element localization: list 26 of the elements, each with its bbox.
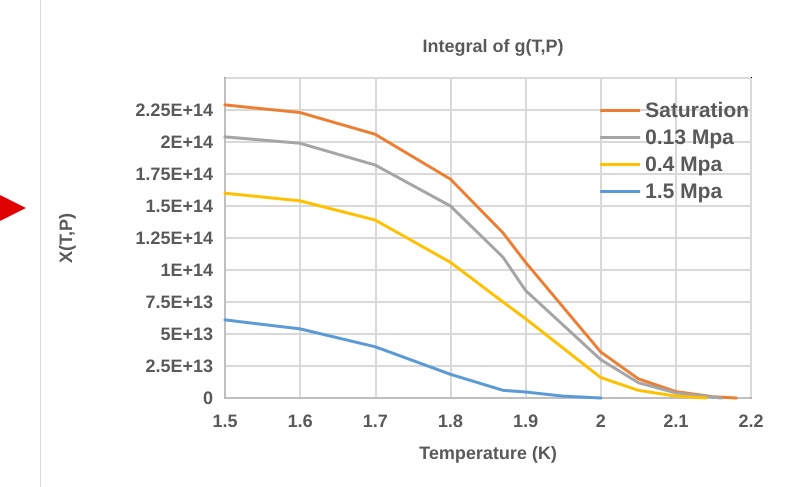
chart-title: Integral of g(T,P) xyxy=(422,36,564,56)
y-tick-label: 1E+14 xyxy=(160,260,213,280)
x-tick-label: 1.5 xyxy=(212,411,238,431)
y-tick-label: 1.75E+14 xyxy=(135,164,213,184)
x-tick-label: 2.1 xyxy=(663,411,688,431)
legend-label: 1.5 Mpa xyxy=(645,180,723,203)
y-tick-label: 1.5E+14 xyxy=(145,196,213,216)
legend-label: Saturation xyxy=(645,99,749,122)
line-series xyxy=(224,318,602,400)
y-tick-label: 2E+14 xyxy=(160,132,213,152)
y-axis-title: X(T,P) xyxy=(56,212,76,264)
legend-label: 0.13 Mpa xyxy=(645,126,734,149)
y-tick-label: 0 xyxy=(202,388,213,408)
y-tick-label: 1.25E+14 xyxy=(135,228,213,248)
y-tick-label: 5E+13 xyxy=(160,324,213,344)
y-tick-label: 7.5E+13 xyxy=(145,292,213,312)
x-tick-label: 1.9 xyxy=(513,411,538,431)
x-tick-label: 1.7 xyxy=(362,411,388,431)
x-tick-label: 2.2 xyxy=(738,411,764,431)
x-tick-label: 2 xyxy=(596,411,606,431)
x-tick-label: 1.8 xyxy=(438,411,463,431)
legend-label: 0.4 Mpa xyxy=(645,153,723,176)
y-tick-label: 2.25E+14 xyxy=(135,100,213,120)
x-axis-title: Temperature (K) xyxy=(419,443,557,463)
y-tick-label: 2.5E+13 xyxy=(145,356,213,376)
x-tick-label: 1.6 xyxy=(288,411,313,431)
